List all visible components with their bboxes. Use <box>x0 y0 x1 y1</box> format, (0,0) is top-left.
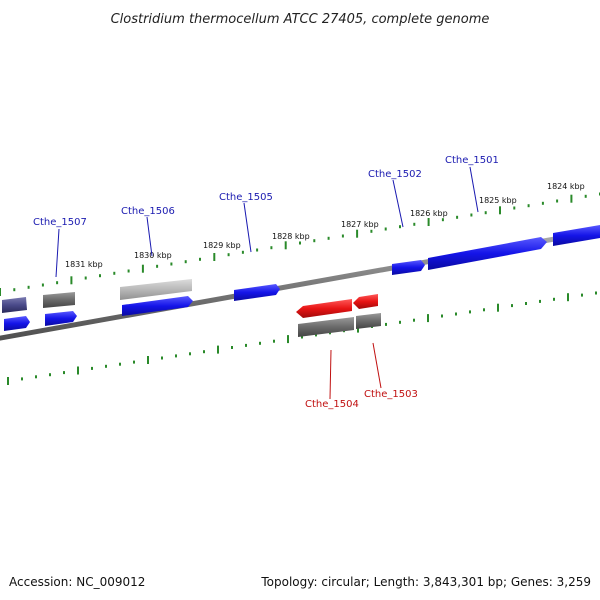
gene-arrow[interactable] <box>553 225 600 246</box>
gene-label[interactable]: Cthe_1503 <box>364 389 418 400</box>
leader-line <box>469 166 479 213</box>
leader-line <box>372 342 382 389</box>
gene-arrow[interactable] <box>356 313 381 329</box>
leader-line <box>146 216 153 257</box>
gene-label[interactable]: Cthe_1505 <box>219 192 273 203</box>
gene-label[interactable]: Cthe_1501 <box>445 155 499 166</box>
gene-arrow[interactable] <box>234 284 280 301</box>
scale-label: 1828 kbp <box>272 232 310 241</box>
gene-label[interactable]: Cthe_1507 <box>33 217 87 228</box>
scale-label: 1824 kbp <box>547 182 585 191</box>
gene-arrow[interactable] <box>45 311 77 326</box>
gene-arrow[interactable] <box>296 299 352 318</box>
scale-label: 1829 kbp <box>203 241 241 250</box>
gene-arrow[interactable] <box>392 260 425 275</box>
accession-text: Accession: NC_009012 <box>9 575 145 589</box>
gene-arrow[interactable] <box>120 279 192 300</box>
gene-label[interactable]: Cthe_1506 <box>121 206 175 217</box>
scale-labels: 1831 kbp 1830 kbp 1829 kbp 1828 kbp 1827… <box>65 182 585 269</box>
gene-label-leaders <box>55 166 479 400</box>
gene-arrow[interactable] <box>4 316 30 331</box>
leader-line <box>55 228 60 278</box>
leader-line <box>243 202 252 253</box>
leader-line <box>392 179 404 228</box>
gene-arrow[interactable] <box>298 317 354 337</box>
leader-line <box>329 349 332 400</box>
gene-features <box>2 225 600 337</box>
gene-label[interactable]: Cthe_1504 <box>305 399 359 410</box>
gene-arrow[interactable] <box>353 294 378 309</box>
gene-labels: Cthe_1507 Cthe_1506 Cthe_1505 Cthe_1502 … <box>33 155 499 410</box>
genome-summary-text: Topology: circular; Length: 3,843,301 bp… <box>260 575 591 589</box>
map-title: Clostridium thermocellum ATCC 27405, com… <box>111 12 490 27</box>
scale-label: 1825 kbp <box>479 196 517 205</box>
upper-scale-ticks <box>0 192 600 296</box>
gene-arrow[interactable] <box>2 297 27 313</box>
lower-scale-ticks <box>7 291 597 385</box>
gene-arrow[interactable] <box>428 237 547 270</box>
gene-label[interactable]: Cthe_1502 <box>368 169 422 180</box>
gene-arrow[interactable] <box>43 292 75 308</box>
scale-label: 1827 kbp <box>341 220 379 229</box>
scale-label: 1831 kbp <box>65 260 103 269</box>
gene-arrow[interactable] <box>122 296 193 316</box>
scale-label: 1830 kbp <box>134 251 172 260</box>
scale-label: 1826 kbp <box>410 209 448 218</box>
